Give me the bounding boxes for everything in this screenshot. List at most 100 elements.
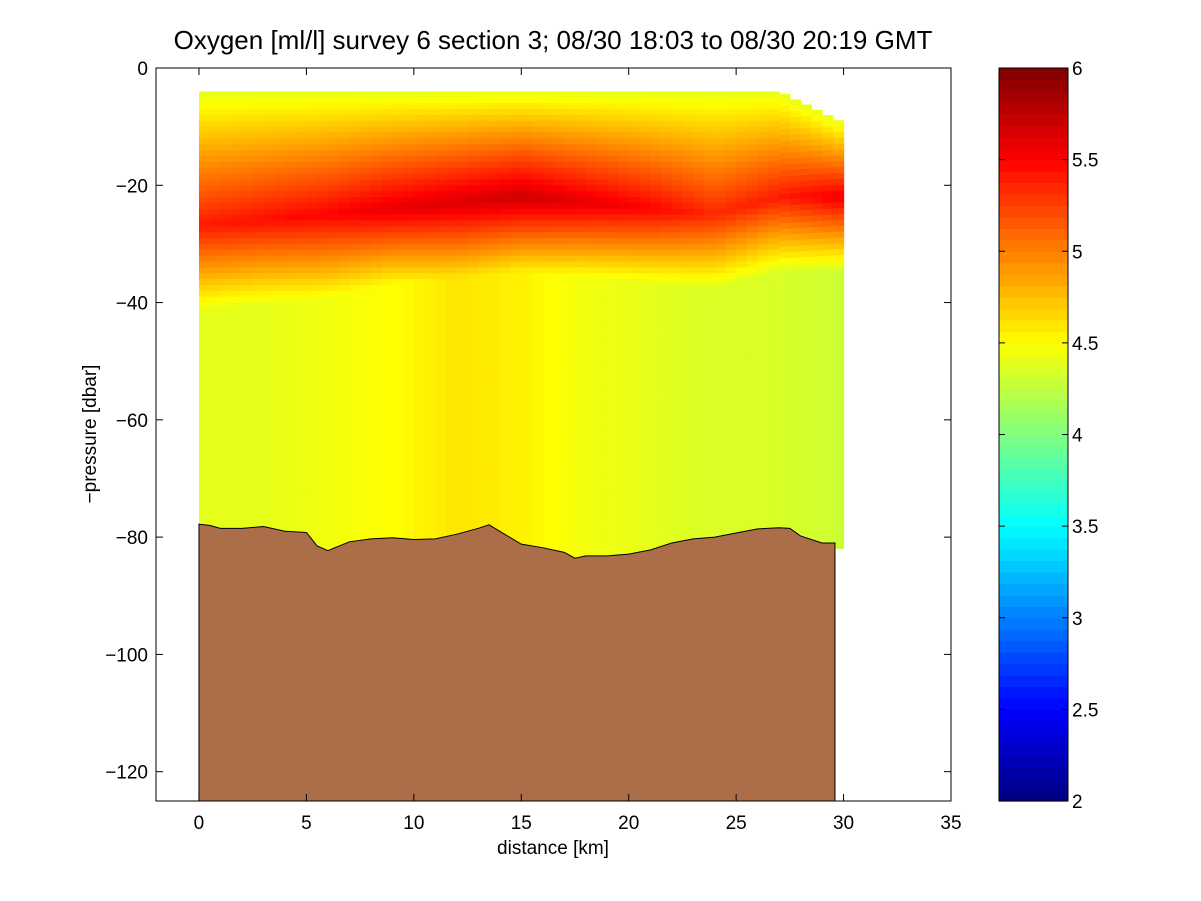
heat-cell [725, 431, 737, 439]
heat-cell [703, 114, 716, 122]
heat-cell [521, 355, 533, 362]
heat-cell [435, 484, 447, 491]
heat-cell [467, 519, 479, 526]
heat-cell [703, 132, 716, 139]
heat-cell [822, 267, 834, 274]
heat-cell [241, 273, 254, 280]
heat-cell [317, 349, 329, 356]
heat-cell [585, 202, 598, 210]
heat-cell [714, 273, 726, 280]
colorbar-band [999, 285, 1068, 298]
heat-cell [241, 243, 254, 251]
heat-cell [714, 208, 726, 216]
heat-cell [832, 178, 845, 186]
heat-cell [693, 185, 705, 192]
heat-cell [693, 472, 705, 480]
heat-cell [317, 126, 329, 134]
heat-cell [403, 425, 415, 433]
heat-cell [446, 243, 458, 251]
heat-cell [822, 431, 834, 439]
heat-cell [263, 191, 275, 198]
heat-cell [381, 372, 393, 380]
heat-cell [639, 185, 651, 192]
heat-cell [693, 314, 705, 321]
heat-cell [757, 126, 769, 134]
heat-cell [521, 284, 533, 292]
heat-cell [413, 378, 426, 386]
heat-cell [435, 355, 447, 362]
heat-cell [209, 191, 222, 198]
heat-cell [263, 261, 275, 268]
heat-cell [585, 320, 598, 327]
heat-cell [757, 191, 769, 198]
heat-cell [220, 279, 232, 286]
heat-cell [789, 486, 802, 493]
heat-cell [327, 507, 340, 515]
heat-cell [822, 185, 834, 192]
colorbar-band [999, 468, 1068, 481]
heat-cell [317, 226, 329, 233]
colorbar-band [999, 79, 1068, 92]
heat-cell [263, 255, 275, 263]
heat-cell [327, 161, 340, 169]
colorbar-band [999, 239, 1068, 252]
heat-cell [306, 267, 318, 274]
heat-cell [564, 273, 576, 280]
heat-cell [779, 346, 791, 353]
heat-cell [617, 308, 630, 315]
heat-cell [574, 126, 587, 134]
heat-cell [703, 466, 716, 474]
heat-cell [693, 202, 705, 210]
heat-cell [360, 173, 372, 181]
heat-cell [671, 144, 684, 151]
heat-cell [746, 396, 759, 403]
heat-cell [349, 355, 361, 362]
heat-cell [392, 519, 404, 526]
heat-cell [446, 431, 458, 439]
heat-cell [768, 413, 780, 421]
heat-cell [478, 413, 490, 421]
heat-cell [510, 132, 522, 139]
heat-cell [671, 126, 684, 134]
heat-cell [789, 199, 802, 206]
heat-cell [779, 363, 791, 371]
heat-cell [682, 361, 694, 368]
heat-cell [446, 167, 458, 175]
y-tick-label: −100 [105, 645, 148, 666]
heat-cell [800, 215, 812, 223]
heat-cell [532, 279, 544, 286]
heat-cell [736, 273, 748, 280]
heat-cell [252, 202, 265, 210]
heat-cell [327, 513, 340, 521]
heat-cell [779, 223, 791, 230]
heat-cell [338, 431, 350, 439]
heat-cell [768, 343, 780, 351]
heat-cell [198, 349, 211, 356]
heat-cell [478, 472, 490, 480]
heat-cell [800, 280, 812, 287]
heat-cell [424, 449, 436, 456]
heat-cell [360, 525, 372, 532]
heat-cell [789, 480, 802, 487]
heat-cell [349, 296, 361, 304]
heat-cell [284, 249, 297, 257]
heat-cell [510, 97, 522, 104]
heat-cell [241, 179, 254, 186]
heat-cell [736, 337, 748, 345]
heat-cell [832, 208, 845, 215]
heat-cell [489, 238, 501, 245]
heat-cell [746, 384, 759, 392]
heat-cell [639, 413, 651, 421]
heat-cell [596, 449, 608, 456]
heat-cell [639, 355, 651, 362]
heat-cell [220, 150, 232, 157]
heat-cell [489, 208, 501, 216]
heat-cell [327, 425, 340, 433]
heat-cell [574, 507, 587, 515]
heat-cell [467, 466, 479, 474]
heat-cell [209, 314, 222, 321]
heat-cell [822, 355, 834, 362]
heat-cell [832, 501, 845, 508]
heat-cell [338, 191, 350, 198]
heat-cell [499, 367, 512, 374]
